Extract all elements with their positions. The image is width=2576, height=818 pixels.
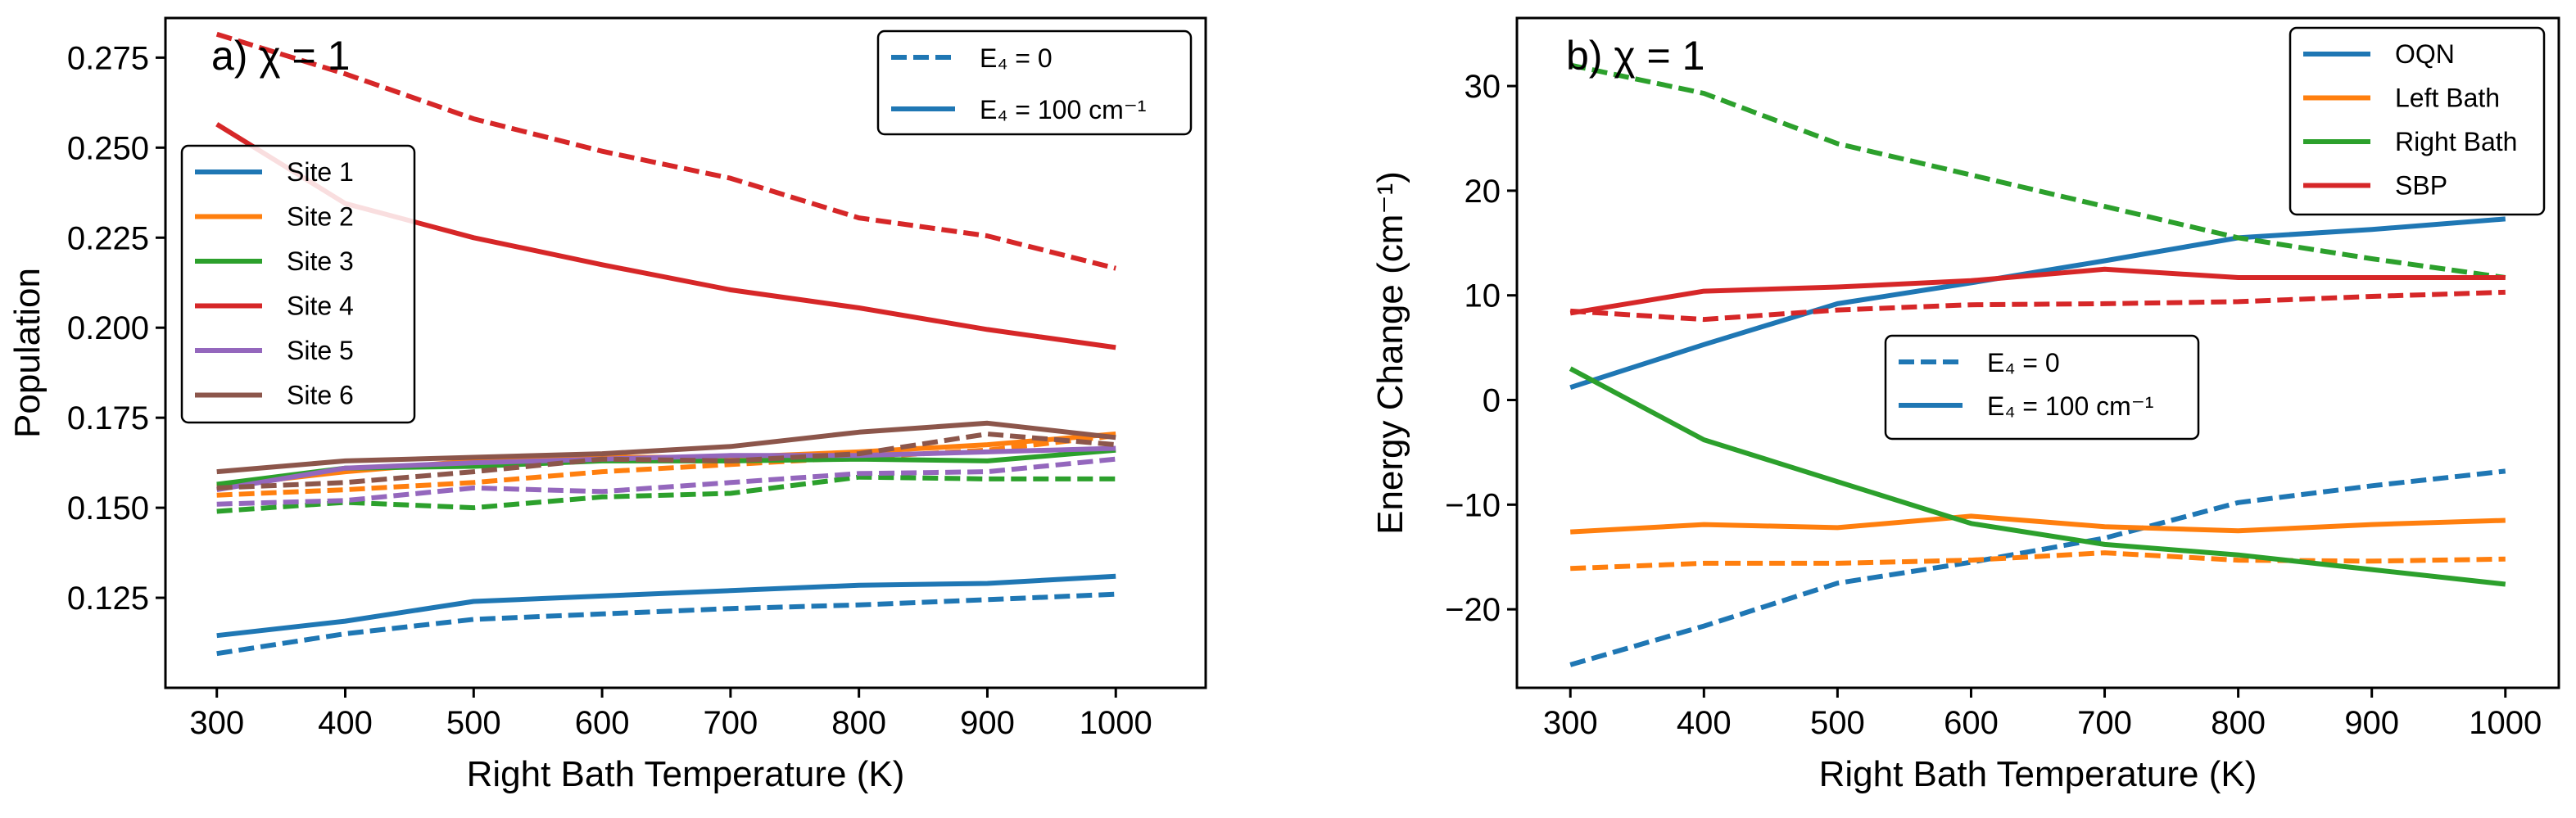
panel-a-style-legend-dashed-label: E₄ = 0 <box>980 43 1053 73</box>
panel-a-x-tick-label: 300 <box>189 705 244 741</box>
panel-a-axes-frame <box>164 16 1207 689</box>
panel-a-x-tick-label: 900 <box>960 705 1015 741</box>
panel-a-legend-label-site-2: Site 2 <box>287 202 354 232</box>
panel-b-y-tick-label: −20 <box>1445 592 1501 628</box>
panel-a-x-tick-label: 800 <box>831 705 886 741</box>
panel-a-legend-label-site-4: Site 4 <box>287 291 354 321</box>
panel-b-legend-label-right-bath: Right Bath <box>2395 127 2517 156</box>
panel-b-line-left-bath-dashed-dashed <box>1570 550 2506 572</box>
panel-a-line-site-5-solid <box>216 445 1116 493</box>
panel-b-plot-lines <box>1569 62 2506 667</box>
panel-b-x-tick-label: 500 <box>1810 705 1865 741</box>
panel-b-line-sbp-solid <box>1569 266 2506 316</box>
panel-a-x-ticks: 300 400 500 600 700 800 900 1000 <box>189 688 1152 741</box>
panel-a-style-legend-solid-label: E₄ = 100 cm⁻¹ <box>980 95 1146 124</box>
panel-a-style-legend: E₄ = 0 E₄ = 100 cm⁻¹ <box>876 29 1193 136</box>
panel-b-line-oqn-solid <box>1569 216 2506 391</box>
panel-b-legend-label-oqn: OQN <box>2395 39 2455 69</box>
panel-b-y-tick-label: 20 <box>1465 174 1501 210</box>
panel-a-line-site-1-solid <box>216 573 1116 639</box>
panel-b-style-legend-dashed-label: E₄ = 0 <box>1987 348 2060 377</box>
panel-b-style-legend: E₄ = 0 E₄ = 100 cm⁻¹ <box>1884 334 2200 441</box>
panel-a-x-tick-label: 700 <box>704 705 758 741</box>
panel-b-y-tick-label: 10 <box>1465 278 1501 314</box>
panel-a-title: a) χ = 1 <box>211 33 350 79</box>
panel-a-x-tick-label: 500 <box>446 705 501 741</box>
panel-b-style-legend-solid-label: E₄ = 100 cm⁻¹ <box>1987 391 2153 421</box>
panel-a: 300 400 500 600 700 800 900 1000 0.125 0.150 0.17… <box>7 16 1207 794</box>
panel-a-line-site-1-dashed <box>216 591 1116 657</box>
panel-a-y-tick-label: 0.200 <box>67 310 149 346</box>
panel-b-x-tick-label: 900 <box>2344 705 2399 741</box>
panel-b-line-right-bath-solid <box>1569 366 2506 587</box>
panel-b-y-tick-label: −10 <box>1445 487 1501 523</box>
panel-a-y-tick-label: 0.150 <box>67 490 149 527</box>
panel-b-y-axis-label: Energy Change (cm⁻¹) <box>1370 171 1410 535</box>
panel-b-legend-label-left-bath: Left Bath <box>2395 84 2500 113</box>
panel-a-series-legend: Site 1 Site 2 Site 3 Site 4 Site 5 Site 6 <box>180 144 416 424</box>
panel-b-x-tick-label: 1000 <box>2469 705 2542 741</box>
panel-a-y-tick-label: 0.225 <box>67 220 149 256</box>
panel-a-legend-label-site-5: Site 5 <box>287 336 354 365</box>
panel-b-legend-label-sbp: SBP <box>2395 171 2447 201</box>
panel-a-y-axis-label: Population <box>7 268 48 438</box>
panel-a-y-ticks: 0.125 0.150 0.175 0.200 0.225 0.250 0.275 <box>67 40 165 617</box>
panel-a-legend-label-site-3: Site 3 <box>287 246 354 276</box>
panel-b-y-tick-label: 30 <box>1465 69 1501 105</box>
panel-b-line-oqn-dashed <box>1569 468 2506 667</box>
panel-a-legend-label-site-6: Site 6 <box>287 381 354 410</box>
panel-b-y-tick-label: 0 <box>1483 383 1501 419</box>
panel-a-line-site-2-dashed <box>216 433 1116 498</box>
panel-b-x-axis-label: Right Bath Temperature (K) <box>1819 754 2257 794</box>
panel-a-line-site-6-dashed <box>216 432 1116 490</box>
panel-b: 300 400 500 600 700 800 900 1000 −20−100102030 … <box>1370 16 2560 794</box>
panel-a-x-tick-label: 400 <box>318 705 373 741</box>
panel-b-x-tick-label: 400 <box>1677 705 1732 741</box>
panel-b-x-tick-label: 700 <box>2077 705 2132 741</box>
panel-a-line-site-3-dashed <box>216 474 1116 514</box>
panel-a-y-tick-label: 0.275 <box>67 40 149 76</box>
panel-a-y-tick-label: 0.250 <box>67 130 149 166</box>
panel-b-x-tick-label: 300 <box>1543 705 1598 741</box>
panel-b-line-left-bath-solid <box>1570 513 2506 535</box>
panel-b-axes-frame <box>1515 16 2560 689</box>
panel-b-series-legend: OQN Left Bath Right Bath SBP <box>2289 26 2546 216</box>
panel-a-legend-label-site-1: Site 1 <box>287 157 354 187</box>
panel-b-line-right-bath-dashed <box>1569 62 2506 280</box>
panel-b-y-ticks: −20 −10 0 10 20 30 <box>1445 69 1517 628</box>
panel-b-x-tick-label: 600 <box>1944 705 1999 741</box>
panel-b-line-sbp-dashed <box>1570 289 2506 323</box>
panel-a-line-site-6-solid <box>216 420 1116 475</box>
panel-a-plot-lines <box>215 31 1116 657</box>
panel-a-y-tick-label: 0.125 <box>67 581 149 617</box>
panel-a-line-site-4-dashed <box>215 31 1116 271</box>
panel-a-line-site-5-dashed <box>216 456 1116 507</box>
panel-a-x-axis-label: Right Bath Temperature (K) <box>467 754 905 794</box>
panel-a-x-tick-label: 600 <box>575 705 630 741</box>
panel-a-x-tick-label: 1000 <box>1080 705 1152 741</box>
panel-a-y-tick-label: 0.175 <box>67 400 149 436</box>
panel-b-title: b) χ = 1 <box>1566 33 1705 79</box>
panel-b-x-tick-label: 800 <box>2211 705 2266 741</box>
panel-b-x-ticks: 300 400 500 600 700 800 900 1000 <box>1543 688 2542 741</box>
